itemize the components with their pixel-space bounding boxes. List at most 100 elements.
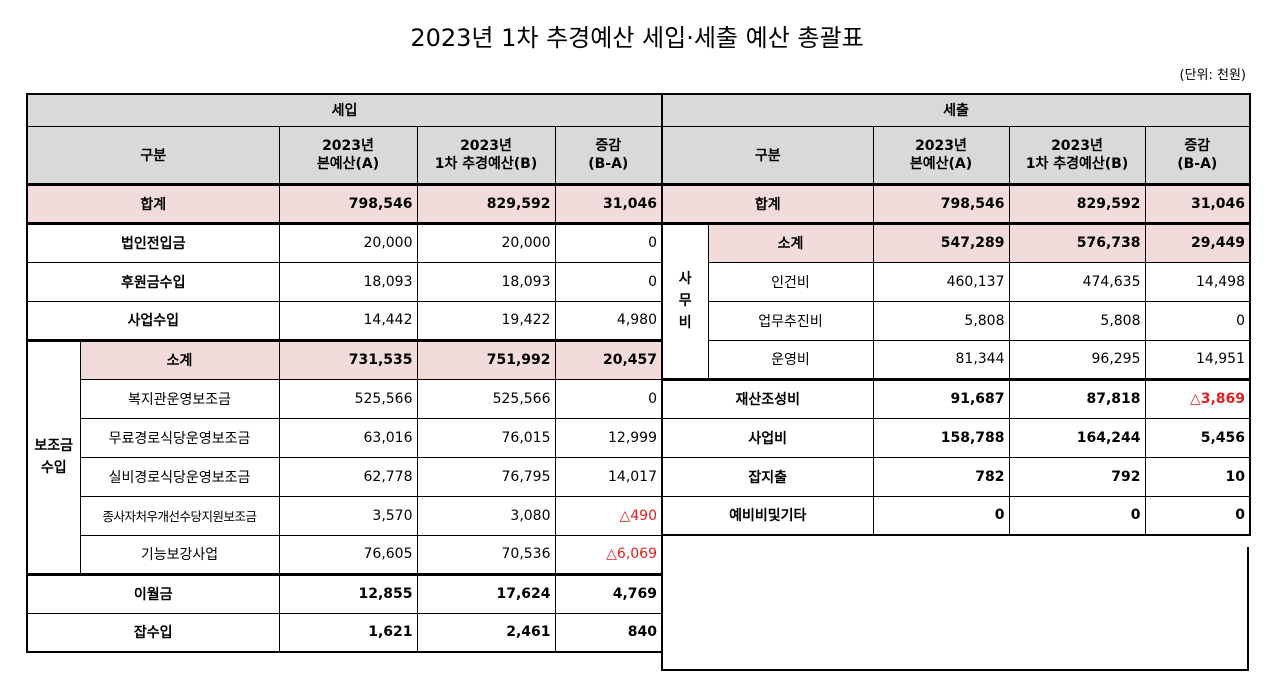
table-row: 사업비 158,788 164,244 5,456: [661, 417, 1251, 458]
row-diff: 12,999: [554, 417, 663, 458]
table-row: 실비경로식당운영보조금 62,778 76,795 14,017: [27, 456, 663, 497]
row-b: 76,015: [416, 417, 556, 458]
table-row: 후원금수입 18,093 18,093 0: [26, 261, 663, 302]
row-label: 소계: [79, 339, 280, 380]
row-b: 525,566: [416, 378, 556, 419]
expense-table: 세출 구분 2023년 본예산(A) 2023년 1차 추경예산(B) 증감 (…: [661, 93, 1251, 536]
blank-area: [661, 547, 1249, 671]
expense-header-category: 구분: [661, 125, 874, 186]
admin-subtotal-row: 사 무 비 소계 547,289 576,738 29,449: [661, 222, 1251, 381]
row-b: 87,818: [1008, 378, 1146, 419]
row-diff: 0: [554, 261, 663, 302]
table-row: 사업수입 14,442 19,422 4,980: [26, 300, 663, 342]
row-b: 0: [1008, 495, 1146, 536]
row-label: 잡지출: [661, 456, 874, 497]
expense-header-col-diff: 증감 (B-A): [1144, 125, 1251, 186]
row-b: 164,244: [1008, 417, 1146, 458]
expense-total-diff: 31,046: [1144, 183, 1251, 225]
row-diff: 5,456: [1144, 417, 1251, 458]
row-diff: 0: [554, 378, 663, 419]
row-diff: △490: [554, 495, 663, 536]
row-diff: △6,069: [554, 534, 663, 576]
row-label: 운영비: [707, 339, 874, 381]
income-total-a: 798,546: [278, 183, 418, 225]
row-label: 잡수입: [26, 612, 280, 653]
table-row: 예비비및기타 0 0 0: [661, 495, 1251, 536]
row-diff: △3,869: [1144, 378, 1251, 419]
income-total-label: 합계: [26, 183, 280, 225]
row-a: 547,289: [872, 222, 1010, 263]
expense-header-col-b: 2023년 1차 추경예산(B): [1008, 125, 1146, 186]
expense-total-label: 합계: [661, 183, 874, 225]
table-row: 잡수입 1,621 2,461 840: [26, 612, 663, 653]
table-row: 재산조성비 91,687 87,818 △3,869: [661, 378, 1251, 419]
row-diff: 0: [554, 222, 663, 263]
row-a: 76,605: [278, 534, 418, 576]
row-a: 782: [872, 456, 1010, 497]
subsidy-subtotal-row: 보조금 수입 소계 731,535 751,992 20,457: [26, 339, 663, 576]
subsidy-group-label: 보조금 수입: [26, 339, 81, 576]
row-a: 63,016: [278, 417, 418, 458]
table-row: 이월금 12,855 17,624 4,769: [26, 573, 663, 614]
row-diff: 0: [1144, 495, 1251, 536]
row-diff: 4,769: [554, 573, 663, 614]
row-diff: 840: [554, 612, 663, 653]
income-section-header: 세입: [26, 93, 663, 127]
row-b: 576,738: [1008, 222, 1146, 263]
row-b: 19,422: [416, 300, 556, 342]
row-diff: 14,498: [1144, 261, 1251, 302]
row-b: 20,000: [416, 222, 556, 263]
income-header-col-a: 2023년 본예산(A): [278, 125, 418, 186]
row-a: 91,687: [872, 378, 1010, 419]
admin-group-label: 사 무 비: [661, 222, 709, 381]
table-row: 기능보강사업 76,605 70,536 △6,069: [27, 534, 663, 576]
income-header-col-diff: 증감 (B-A): [554, 125, 663, 186]
table-row: 법인전입금 20,000 20,000 0: [26, 222, 663, 263]
row-label: 사업비: [661, 417, 874, 458]
row-a: 14,442: [278, 300, 418, 342]
row-diff: 4,980: [554, 300, 663, 342]
row-b: 751,992: [416, 339, 556, 380]
row-b: 5,808: [1008, 300, 1146, 341]
table-row: 복지관운영보조금 525,566 525,566 0: [27, 378, 663, 419]
row-a: 5,808: [872, 300, 1010, 341]
row-b: 70,536: [416, 534, 556, 576]
row-label: 사업수입: [26, 300, 280, 342]
row-a: 460,137: [872, 261, 1010, 302]
row-a: 158,788: [872, 417, 1010, 458]
row-a: 1,621: [278, 612, 418, 653]
row-diff: 20,457: [554, 339, 663, 380]
income-table: 세입 구분 2023년 본예산(A) 2023년 1차 추경예산(B) 증감 (…: [26, 93, 663, 653]
row-a: 20,000: [278, 222, 418, 263]
expense-total-row: 합계 798,546 829,592 31,046: [661, 183, 1251, 225]
row-label: 기능보강사업: [79, 534, 280, 576]
row-diff: 10: [1144, 456, 1251, 497]
table-row: 잡지출 782 792 10: [661, 456, 1251, 497]
row-b: 3,080: [416, 495, 556, 536]
row-a: 62,778: [278, 456, 418, 497]
row-label: 법인전입금: [26, 222, 280, 263]
row-diff: 14,017: [554, 456, 663, 497]
expense-total-b: 829,592: [1008, 183, 1146, 225]
row-label: 종사자처우개선수당지원보조금: [79, 495, 280, 536]
row-b: 792: [1008, 456, 1146, 497]
row-b: 18,093: [416, 261, 556, 302]
row-a: 0: [872, 495, 1010, 536]
income-total-row: 합계 798,546 829,592 31,046: [26, 183, 663, 225]
row-label: 예비비및기타: [661, 495, 874, 536]
row-label: 업무추진비: [707, 300, 874, 341]
income-header-category: 구분: [26, 125, 280, 186]
row-b: 2,461: [416, 612, 556, 653]
row-a: 3,570: [278, 495, 418, 536]
row-a: 525,566: [278, 378, 418, 419]
unit-label: (단위: 천원): [1179, 68, 1247, 83]
row-a: 81,344: [872, 339, 1010, 381]
row-label: 이월금: [26, 573, 280, 614]
row-b: 17,624: [416, 573, 556, 614]
row-diff: 0: [1144, 300, 1251, 341]
row-a: 731,535: [278, 339, 418, 380]
table-row: 운영비 81,344 96,295 14,951: [662, 339, 1251, 381]
row-label: 소계: [707, 222, 874, 263]
row-label: 후원금수입: [26, 261, 280, 302]
row-label: 실비경로식당운영보조금: [79, 456, 280, 497]
